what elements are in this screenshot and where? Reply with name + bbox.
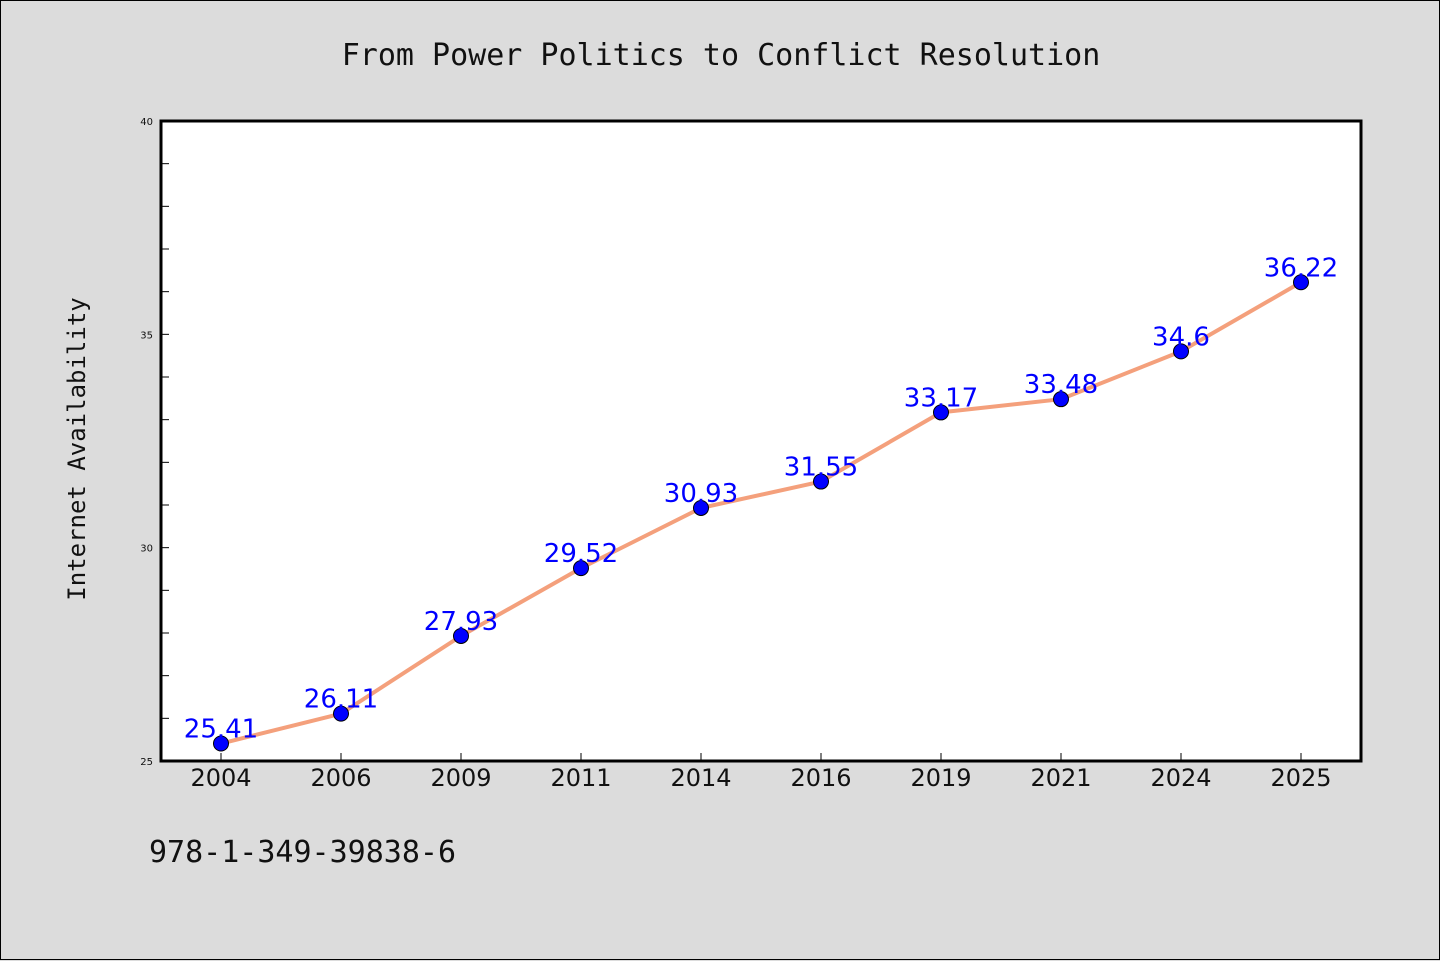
data-label: 33.17	[904, 383, 978, 413]
data-point	[333, 705, 349, 722]
y-axis-label: Internet Availability	[63, 297, 91, 600]
data-point	[813, 473, 829, 490]
data-point	[573, 560, 589, 577]
data-label: 30.93	[664, 479, 738, 509]
data-point	[693, 499, 709, 516]
data-label: 25.41	[184, 715, 258, 745]
y-tick-label: 30	[140, 544, 153, 555]
data-label: 26.11	[304, 685, 378, 715]
y-tick-label: 25	[140, 757, 153, 768]
data-point	[1293, 274, 1309, 291]
data-label: 33.48	[1024, 370, 1098, 400]
y-tick-label: 35	[140, 330, 153, 341]
x-tick-label: 2025	[1270, 764, 1331, 792]
data-label: 34.6	[1152, 322, 1210, 352]
x-tick-label: 2011	[550, 764, 611, 792]
data-label: 31.55	[784, 453, 858, 483]
data-point	[1053, 391, 1069, 408]
plot-area	[159, 119, 1363, 763]
x-tick-label: 2006	[310, 764, 371, 792]
x-axis: 2004 2006 2009 2011 2014 2016 2019 2021 2024 2025	[190, 753, 1332, 792]
x-tick-label: 2021	[1030, 764, 1091, 792]
data-label: 29.52	[544, 539, 618, 569]
x-tick-label: 2009	[430, 764, 491, 792]
data-point	[1173, 343, 1189, 360]
series-group: 25.41 26.11 27.93 29.52 30.93 31.55 33.17 33.48…	[184, 253, 1338, 752]
data-label: 27.93	[424, 607, 498, 637]
data-point	[453, 627, 469, 644]
y-axis: 25 30 35 40	[140, 117, 169, 768]
chart-title: From Power Politics to Conflict Resoluti…	[342, 38, 1101, 73]
x-tick-label: 2019	[910, 764, 971, 792]
x-tick-label: 2016	[790, 764, 851, 792]
x-tick-label: 2004	[190, 764, 251, 792]
isbn-footnote: 978-1-349-39838-6	[149, 835, 457, 870]
data-point	[213, 735, 229, 752]
series-line	[219, 280, 1303, 746]
x-tick-label: 2024	[1150, 764, 1211, 792]
x-tick-label: 2014	[670, 764, 731, 792]
y-tick-label: 40	[140, 117, 153, 128]
data-point	[933, 404, 949, 421]
data-label: 36.22	[1264, 253, 1338, 283]
